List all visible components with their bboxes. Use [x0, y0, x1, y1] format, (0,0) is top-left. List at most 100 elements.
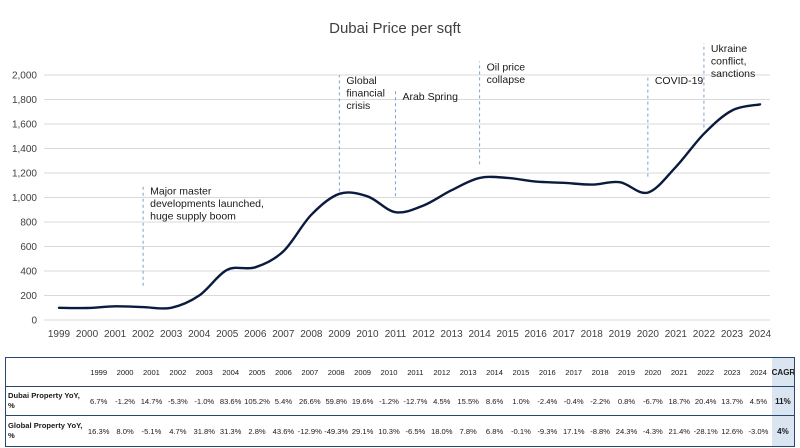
table-cell: -49.3%: [324, 426, 349, 436]
yoy-table: 1999 2000 2001 2002 2003 2004 2005 2006 2007 2008…: [5, 357, 796, 447]
price-series-line: [57, 103, 762, 310]
chart-title: Dubai Price per sqft: [329, 20, 462, 37]
x-tick-label: 2013: [440, 329, 463, 340]
table-header-year: 2007: [296, 357, 324, 387]
price-chart: Dubai Price per sqft 0 200 400 600 800 1,000 1…: [12, 20, 772, 340]
x-tick-label: 2009: [328, 329, 351, 340]
table-cell: 14.7%: [138, 386, 165, 416]
table-cell: 31.3%: [219, 426, 242, 436]
table-cell: 13.7%: [718, 386, 746, 416]
table-cell: 18.0%: [431, 426, 453, 436]
table-cell: 16.3%: [87, 426, 110, 436]
table-header-cagr: CAGR: [771, 357, 795, 387]
table-header-year: 2023: [718, 357, 746, 387]
table-cell: -0.1%: [511, 426, 531, 436]
x-tick-label: 2001: [104, 329, 127, 340]
table-cell: -5.1%: [141, 426, 162, 436]
table-cell: -28.1%: [693, 426, 718, 436]
table-cell: 7.8%: [459, 426, 477, 436]
table-cell: -6.7%: [639, 386, 667, 416]
table-cell: 59.8%: [323, 386, 350, 416]
event-annotation: Ukraine conflict, sanctions: [711, 43, 755, 80]
y-tick-label: 600: [20, 242, 37, 253]
table-cell: 43.6%: [272, 426, 295, 436]
table-cell: 18.7%: [666, 386, 693, 416]
table-cell: 4.7%: [169, 426, 187, 436]
event-annotation: Global financial crisis: [346, 75, 385, 112]
table-cell: 24.3%: [615, 426, 638, 436]
y-tick-label: 200: [20, 291, 37, 302]
x-tick-label: 2016: [525, 329, 548, 340]
table-cell: 6.8%: [485, 426, 504, 436]
x-tick-label: 2002: [132, 329, 155, 340]
y-tick-label: 1,800: [12, 95, 37, 106]
table-header-year: 2017: [560, 357, 587, 387]
table-cell: -6.5%: [405, 426, 426, 436]
table-cell: 20.4%: [692, 386, 719, 416]
table-header-year: 2018: [586, 357, 614, 387]
table-cell: -3.0%: [748, 426, 769, 436]
table-cell: 4.5%: [745, 386, 772, 416]
table-row: Global Property YoY, % 16.3% 8.0% -5.1% 4.7%…: [6, 415, 795, 447]
table-cell: 4.5%: [428, 386, 455, 416]
table-cell: 105.2%: [243, 386, 271, 416]
table-cell: -12.7%: [402, 386, 429, 416]
table-cell: 83.6%: [217, 386, 244, 416]
table-cell: -9.3%: [537, 426, 558, 436]
table-cell: -1.2%: [111, 386, 139, 416]
event-annotation: Major master developments launched, huge s…: [150, 185, 264, 222]
x-tick-label: 2023: [721, 329, 744, 340]
table-row-label: Dubai Property YoY, %: [5, 386, 86, 416]
table-header-year: 2002: [164, 357, 192, 387]
event-annotation: Arab Spring: [402, 91, 458, 103]
table-cell: -5.3%: [164, 386, 192, 416]
table-row-label: Global Property YoY, %: [8, 421, 83, 440]
table-cell: -1.2%: [375, 386, 403, 416]
x-tick-label: 2018: [581, 329, 604, 340]
table-header-year: 2005: [243, 357, 271, 387]
table-cell: 12.6%: [721, 426, 743, 436]
table-header-year: 2015: [507, 357, 535, 387]
x-tick-label: 2015: [497, 329, 520, 340]
x-tick-label: 2020: [637, 329, 660, 340]
table-cagr-cell: 11%: [771, 386, 795, 416]
table-header-year: 2001: [138, 357, 165, 387]
table-header-year: 2006: [270, 357, 297, 387]
table-cagr-cell: 4%: [771, 415, 795, 447]
table-cell: -8.8%: [590, 426, 611, 436]
table-header-year: 2020: [639, 357, 667, 387]
y-tick-label: 0: [31, 316, 37, 327]
table-cell: 0.8%: [613, 386, 640, 416]
table-row: Dubai Property YoY, % 6.7% -1.2% 14.7% -5.3%…: [5, 386, 795, 416]
table-cell: 31.8%: [193, 426, 216, 436]
x-tick-label: 1999: [48, 329, 71, 340]
table-cell: 29.1%: [351, 426, 374, 436]
x-tick-label: 2003: [160, 329, 183, 340]
x-tick-label: 2017: [553, 329, 576, 340]
table-header-year: 2003: [191, 357, 218, 387]
x-tick-label: 2010: [356, 329, 379, 340]
y-tick-label: 1,600: [12, 120, 37, 131]
table-cell: 15.5%: [454, 386, 482, 416]
table-cell: 2.8%: [248, 426, 266, 436]
table-header-row: 1999 2000 2001 2002 2003 2004 2005 2006 2007 2008…: [5, 357, 795, 387]
x-tick-label: 2000: [76, 329, 99, 340]
y-tick-label: 2,000: [12, 71, 37, 82]
table-cell: 17.1%: [562, 426, 585, 436]
x-tick-label: 2004: [188, 329, 211, 340]
table-header-year: 2022: [692, 357, 719, 387]
event-annotation: COVID-19: [655, 75, 704, 87]
x-tick-label: 2006: [244, 329, 267, 340]
table-corner-cell: [5, 357, 86, 387]
x-tick-label: 2022: [693, 329, 716, 340]
table-header-year: 2019: [613, 357, 640, 387]
y-tick-label: 400: [20, 267, 37, 278]
table-cell: -12.9%: [297, 426, 322, 436]
x-tick-label: 2019: [609, 329, 632, 340]
table-cell: 6.7%: [85, 386, 112, 416]
table-cell: 8.0%: [116, 426, 134, 436]
table-header-year: 1999: [85, 357, 112, 387]
table-cell: -1.0%: [191, 386, 218, 416]
table-cell: 26.6%: [296, 386, 324, 416]
table-cell: -4.3%: [642, 426, 663, 436]
